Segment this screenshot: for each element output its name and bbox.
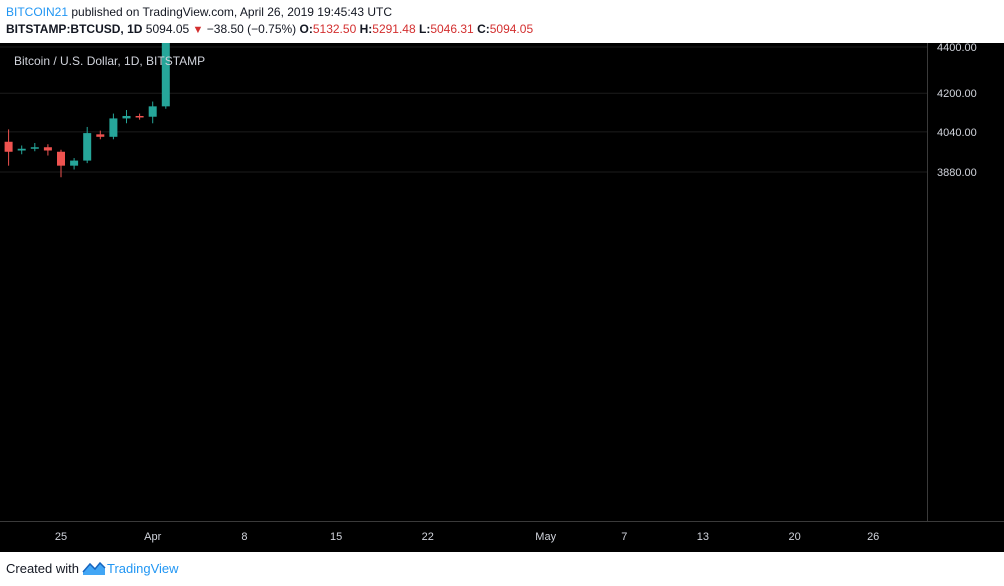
candle-body xyxy=(43,147,52,151)
price-change: −38.50 (−0.75%) xyxy=(206,22,297,36)
author-link[interactable]: BITCOIN21 xyxy=(6,5,69,19)
low-value: 5046.31 xyxy=(430,22,474,36)
chart-header: BITCOIN21 published on TradingView.com, … xyxy=(0,0,1004,44)
open-label: O: xyxy=(299,22,313,36)
candle-body xyxy=(135,115,144,118)
created-with-text: Created with xyxy=(6,561,79,576)
low-label: L: xyxy=(419,22,431,36)
tradingview-brand[interactable]: TradingView xyxy=(107,561,179,576)
tradingview-logo-icon xyxy=(82,561,106,575)
price-tick-label: 4200.00 xyxy=(937,88,977,100)
candle-body xyxy=(109,118,118,137)
time-tick-label: May xyxy=(535,531,556,543)
price-tick-label: 4040.00 xyxy=(937,127,977,139)
open-value: 5132.50 xyxy=(312,22,357,36)
price-tick-label: 4400.00 xyxy=(937,43,977,54)
high-label: H: xyxy=(359,22,373,36)
time-tick-label: Apr xyxy=(144,531,161,543)
footer: Created with TradingView xyxy=(0,552,1004,586)
time-tick-label: 22 xyxy=(422,531,434,543)
chart-title: Bitcoin / U.S. Dollar, 1D, BITSTAMP xyxy=(14,54,205,68)
candle-body xyxy=(148,106,157,117)
time-tick-label: 25 xyxy=(55,531,67,543)
price-chart[interactable]: 5002.16 Bitcoin / U.S. Dollar, 1D, BITST… xyxy=(0,43,1004,552)
candle-body xyxy=(30,147,39,149)
last-price-value: 5094.05 xyxy=(145,22,190,36)
high-value: 5291.48 xyxy=(372,22,416,36)
price-tick-label: 3880.00 xyxy=(937,167,977,179)
publish-line: BITCOIN21 published on TradingView.com, … xyxy=(6,5,392,19)
chart-background xyxy=(0,43,1004,552)
time-tick-label: 8 xyxy=(241,531,247,543)
plot-area: 5002.16 xyxy=(0,43,927,178)
close-value: 5094.05 xyxy=(489,22,534,36)
time-tick-label: 7 xyxy=(621,531,627,543)
time-tick-label: 15 xyxy=(330,531,342,543)
price-axis[interactable]: 3880.004040.004200.004400.004600.004800.… xyxy=(928,43,983,179)
candle-body xyxy=(17,148,26,151)
candle-body xyxy=(96,134,105,137)
time-tick-label: 20 xyxy=(788,531,800,543)
close-label: C: xyxy=(477,22,490,36)
candle-body xyxy=(4,141,13,152)
candle-body xyxy=(122,115,131,119)
symbol-label: BITSTAMP:BTCUSD, 1D xyxy=(6,22,143,36)
published-text: published on TradingView.com, April 26, … xyxy=(68,5,392,19)
time-axis[interactable]: 25 Apr 8 15 22 May 7 13 20 26 xyxy=(55,531,879,543)
candle-body xyxy=(161,43,170,107)
candle-body xyxy=(83,133,92,161)
candle-body xyxy=(70,160,79,166)
ohlc-line: BITSTAMP:BTCUSD, 1D 5094.05 ▼ −38.50 (−0… xyxy=(6,22,533,36)
candle-body xyxy=(57,151,65,166)
time-tick-label: 26 xyxy=(867,531,879,543)
time-tick-label: 13 xyxy=(697,531,709,543)
down-arrow-icon: ▼ xyxy=(192,24,204,36)
